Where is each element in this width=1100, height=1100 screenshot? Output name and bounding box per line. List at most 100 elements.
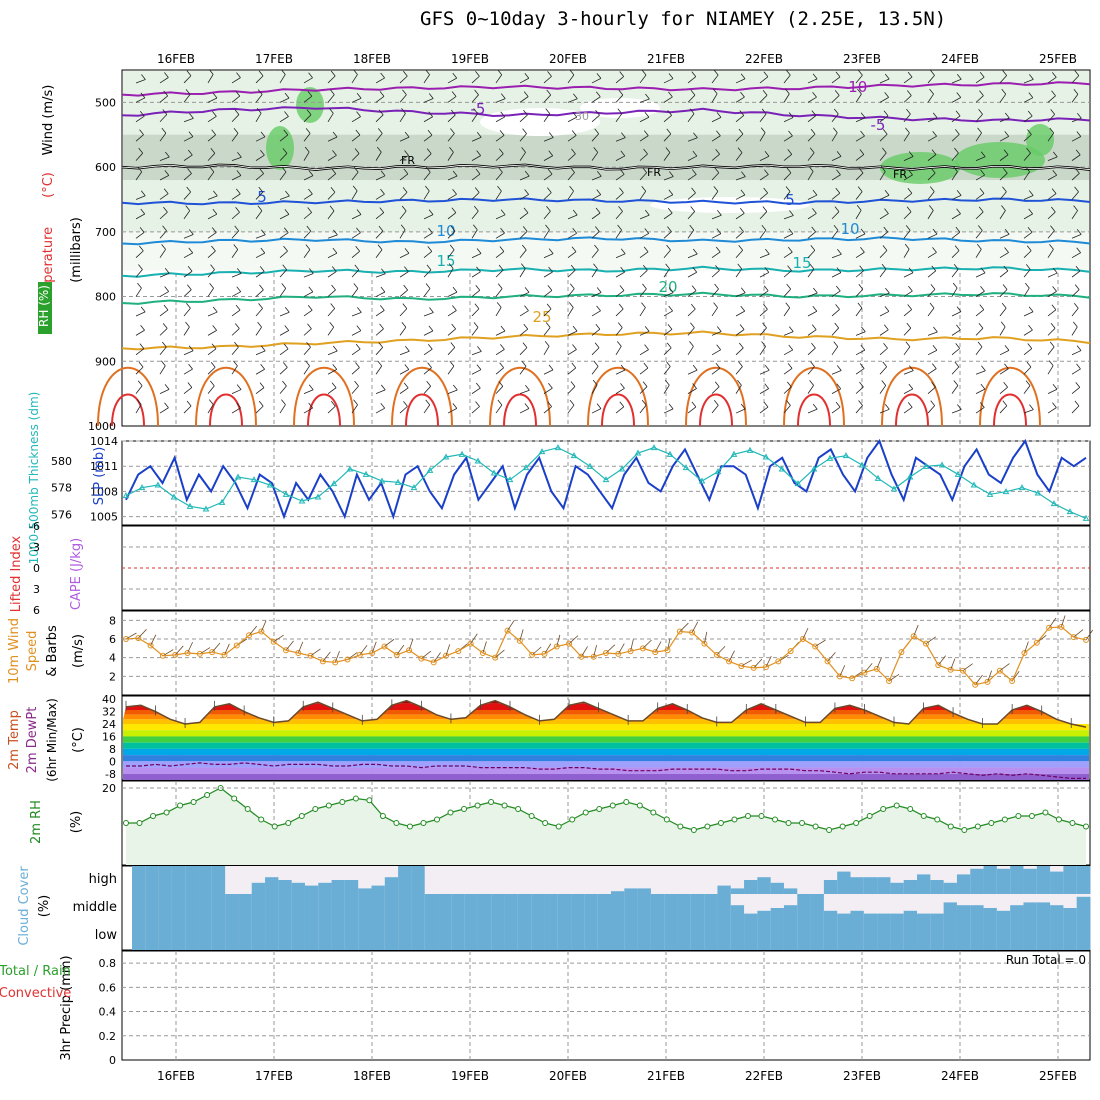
wind-barb [327,252,338,259]
cloud-bg [491,866,506,894]
wind-barb [447,365,455,375]
wind-barb-flag [1076,247,1081,253]
wind-barb [759,406,769,414]
wind-barb-flag [906,206,912,213]
ylabel-convective: Convective [0,986,71,1001]
wind-barb [423,367,432,375]
wind-barb [735,152,743,161]
wind-barb [495,153,504,161]
wind-barb-flag [596,73,602,79]
wind-barb-flag [308,384,314,390]
wind-barb [303,114,312,123]
cloud-cell-high [265,877,279,894]
wind-barb [495,269,504,278]
cloud-cell-middle [863,913,878,922]
wind-barb [567,214,578,220]
wind-barb [759,327,767,336]
wind-barb [255,252,266,259]
wind10-barb [962,663,973,672]
wind-barb [1071,387,1081,394]
wind-barb [567,98,578,103]
wind-barb [1023,115,1033,123]
wind-barb-flag [1077,112,1082,119]
wind-barb [663,292,674,297]
ytick-li-3: 3 [33,583,40,596]
ytick-rh-20: 20 [102,782,116,795]
wind-barb [255,234,266,239]
wind-barb-flag [328,108,334,114]
wind-barb-flag [737,147,743,153]
date-label-top-20FEB: 20FEB [549,52,587,66]
wind-barb-flag [857,186,863,192]
wind-barb [471,271,481,278]
ytick-li-6: 6 [33,604,40,617]
cloud-cell-high [1050,871,1064,894]
cloud-cell-high [983,866,998,894]
wind-barb-flag [474,89,479,96]
wind-barb [759,308,768,317]
cloud-cell-low [544,922,559,950]
cloud-cell-middle [491,894,506,922]
wind-barb [735,329,745,336]
wind-barb-flag [569,185,574,192]
wind-barb-flag [355,343,361,350]
wind-barb [231,273,242,278]
wind-barb [807,152,815,161]
cloud-cell-middle [371,894,386,922]
cloud-cell-low [1063,922,1078,950]
wind-barb [759,388,769,394]
wind-barb [687,94,696,103]
wind-barb [711,288,719,297]
wind-barb-flag [257,89,263,95]
cloud-cell-middle [344,894,359,922]
wind-barb-flag [380,402,386,409]
wind-barb [471,308,480,317]
wind-barb [351,404,358,414]
contour-label-30-14: 30 [575,110,589,123]
wind-barb-flag [665,361,671,367]
wind-barb [807,194,818,200]
wind-barb-flag [644,344,649,350]
wind-barb [687,211,695,220]
ylabel-millibars: (millibars) [69,217,84,283]
wind-barb [519,365,527,375]
wind-barb [999,386,1008,394]
wind-barb [279,74,286,84]
wind-barb [1047,291,1057,297]
wind-barb [423,172,431,181]
wind-barb-flag [594,342,600,348]
wind10-barb [371,641,377,654]
wind-barb [231,175,242,181]
dewpoint-line [126,762,1086,779]
wind-barb [447,212,457,220]
wind-barb-flag [955,343,960,349]
wind-barb-flag [403,168,409,175]
wind-barb-flag [978,108,983,115]
wind-barb-flag [1004,228,1010,235]
wind-barb-flag [643,148,648,155]
wind-barb [903,290,913,297]
wind-barb [351,134,361,142]
wind-barb-flag [881,380,887,386]
wind-barb [879,366,887,375]
wind-barb [279,153,288,161]
wind-barb-flag [1076,345,1082,351]
wind-barb-flag [713,400,719,406]
wind-barb [543,253,554,259]
wind-barb [855,386,864,394]
temp-band-warm [123,700,1089,704]
wind-barb-flag [859,381,864,388]
wind-barb-flag [980,169,985,176]
wind-barb [351,214,362,220]
wind-barb [279,171,287,181]
temp-line [125,699,1087,728]
wind-barb [543,290,553,297]
wind-barb-flag [813,287,818,294]
wind-barb [159,365,166,375]
wind-barb-flag [669,171,674,177]
wind-barb [543,192,552,200]
wind-barb-flag [138,264,143,270]
wind-barb [1023,97,1034,103]
rh-point [150,813,157,819]
wind-barb [879,311,890,317]
